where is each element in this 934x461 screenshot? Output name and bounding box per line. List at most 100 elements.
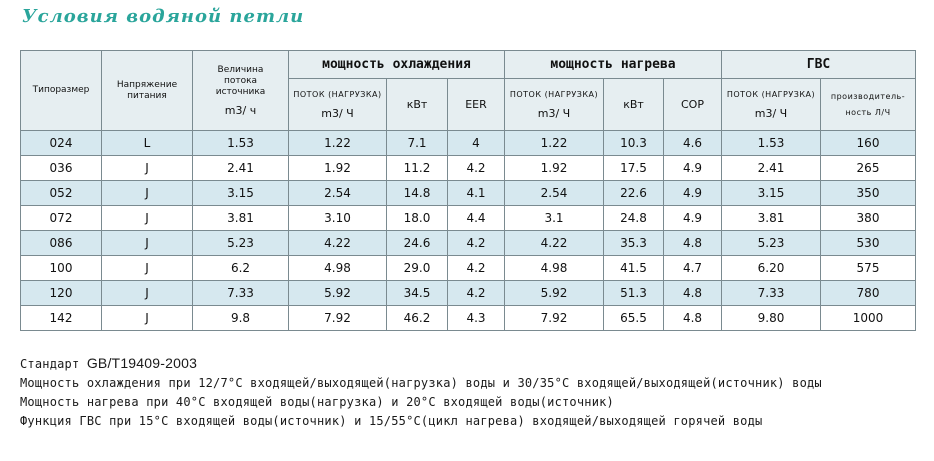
cell-cooling-flow: 5.92 — [288, 280, 387, 306]
cell-cop: 4.8 — [663, 230, 722, 256]
header-dhw-flow-label: ПОТОК (НАГРУЗКА) — [726, 89, 816, 99]
cell-heating-kw: 10.3 — [603, 130, 664, 156]
header-heating-kw: кВт — [603, 78, 664, 131]
cell-heating-kw: 65.5 — [603, 305, 664, 331]
cell-model: 086 — [20, 230, 102, 256]
cell-dhw-flow: 5.23 — [721, 230, 821, 256]
standard-value: GB/T19409-2003 — [86, 355, 198, 371]
cell-cooling-flow: 4.22 — [288, 230, 387, 256]
cell-heating-kw: 51.3 — [603, 280, 664, 306]
header-eer: EER — [447, 78, 505, 131]
cell-cooling-kw: 24.6 — [386, 230, 448, 256]
cell-eer: 4.2 — [447, 155, 505, 181]
cell-heating-flow: 3.1 — [504, 205, 604, 231]
header-cooling-flow: ПОТОК (НАГРУЗКА) m3/ Ч — [288, 78, 387, 131]
header-heating-flow-unit: m3/ Ч — [537, 106, 571, 120]
cell-cop: 4.9 — [663, 155, 722, 181]
cell-productivity: 1000 — [819, 305, 917, 331]
cell-eer: 4.2 — [447, 255, 505, 281]
header-source-flow: Величина потока источника m3/ ч — [192, 50, 289, 131]
cell-heating-kw: 24.8 — [603, 205, 664, 231]
header-heating-flow-label: ПОТОК (НАГРУЗКА) — [509, 89, 599, 99]
cell-model: 036 — [20, 155, 102, 181]
cell-voltage: J — [101, 180, 193, 206]
table-row: 052 J 3.15 2.54 14.8 4.1 2.54 22.6 4.9 3… — [20, 180, 917, 206]
cell-heating-kw: 22.6 — [603, 180, 664, 206]
cell-source-flow: 2.41 — [192, 155, 289, 181]
header-cop: COP — [663, 78, 722, 131]
standard-line: Стандарт GB/T19409-2003 — [20, 354, 822, 374]
cell-eer: 4.2 — [447, 280, 505, 306]
cell-dhw-flow: 6.20 — [721, 255, 821, 281]
cell-source-flow: 3.81 — [192, 205, 289, 231]
header-cooling-kw: кВт — [386, 78, 448, 131]
cell-cooling-kw: 18.0 — [386, 205, 448, 231]
table-row: 072 J 3.81 3.10 18.0 4.4 3.1 24.8 4.9 3.… — [20, 205, 917, 231]
cell-model: 142 — [20, 305, 102, 331]
cell-eer: 4.4 — [447, 205, 505, 231]
cell-source-flow: 7.33 — [192, 280, 289, 306]
cell-source-flow: 5.23 — [192, 230, 289, 256]
table-row: 086 J 5.23 4.22 24.6 4.2 4.22 35.3 4.8 5… — [20, 230, 917, 256]
cell-dhw-flow: 7.33 — [721, 280, 821, 306]
cell-model: 120 — [20, 280, 102, 306]
cell-cop: 4.6 — [663, 130, 722, 156]
cell-heating-flow: 5.92 — [504, 280, 604, 306]
header-cooling-flow-unit: m3/ Ч — [321, 106, 354, 120]
cell-model: 072 — [20, 205, 102, 231]
cell-heating-flow: 4.98 — [504, 255, 604, 281]
cell-model: 024 — [20, 130, 102, 156]
cell-cop: 4.9 — [663, 205, 722, 231]
cell-heating-kw: 41.5 — [603, 255, 664, 281]
cell-model: 100 — [20, 255, 102, 281]
cell-dhw-flow: 3.15 — [721, 180, 821, 206]
cell-cooling-kw: 14.8 — [386, 180, 448, 206]
cell-productivity: 160 — [819, 130, 917, 156]
spec-table: Типоразмер Напряжение питания Величина п… — [20, 50, 917, 331]
cell-productivity: 350 — [819, 180, 917, 206]
cell-cooling-flow: 2.54 — [288, 180, 387, 206]
cell-source-flow: 3.15 — [192, 180, 289, 206]
cell-cop: 4.9 — [663, 180, 722, 206]
cell-eer: 4 — [447, 130, 505, 156]
cell-heating-flow: 7.92 — [504, 305, 604, 331]
table-row: 024 L 1.53 1.22 7.1 4 1.22 10.3 4.6 1.53… — [20, 130, 917, 156]
header-dhw-flow-unit: m3/ Ч — [754, 106, 788, 120]
cell-voltage: J — [101, 305, 193, 331]
cell-voltage: J — [101, 230, 193, 256]
header-dhw-flow: ПОТОК (НАГРУЗКА) m3/ Ч — [721, 78, 821, 131]
table-row: 142 J 9.8 7.92 46.2 4.3 7.92 65.5 4.8 9.… — [20, 305, 917, 331]
cell-productivity: 780 — [819, 280, 917, 306]
header-voltage: Напряжение питания — [101, 50, 193, 131]
cell-eer: 4.3 — [447, 305, 505, 331]
cell-heating-flow: 4.22 — [504, 230, 604, 256]
header-source-flow-unit: m3/ ч — [224, 103, 257, 117]
cell-source-flow: 6.2 — [192, 255, 289, 281]
header-source-flow-label: Величина потока источника — [215, 64, 266, 97]
table-row: 100 J 6.2 4.98 29.0 4.2 4.98 41.5 4.7 6.… — [20, 255, 917, 281]
note-cooling: Мощность охлаждения при 12/7°С входящей/… — [20, 376, 822, 390]
header-productivity: производитель-ность Л/Ч — [819, 78, 917, 131]
header-cooling-flow-label: ПОТОК (НАГРУЗКА) — [293, 89, 382, 99]
cell-eer: 4.1 — [447, 180, 505, 206]
cell-cooling-flow: 1.92 — [288, 155, 387, 181]
cell-cooling-flow: 1.22 — [288, 130, 387, 156]
cell-cop: 4.8 — [663, 305, 722, 331]
cell-source-flow: 9.8 — [192, 305, 289, 331]
cell-heating-kw: 35.3 — [603, 230, 664, 256]
cell-model: 052 — [20, 180, 102, 206]
cell-cooling-flow: 4.98 — [288, 255, 387, 281]
note-heating: Мощность нагрева при 40°С входящей воды(… — [20, 395, 614, 409]
cell-productivity: 530 — [819, 230, 917, 256]
cell-heating-kw: 17.5 — [603, 155, 664, 181]
cell-dhw-flow: 9.80 — [721, 305, 821, 331]
page-title: Условия водяной петли — [22, 6, 305, 27]
cell-heating-flow: 1.22 — [504, 130, 604, 156]
cell-cooling-flow: 3.10 — [288, 205, 387, 231]
cell-dhw-flow: 2.41 — [721, 155, 821, 181]
cell-heating-flow: 2.54 — [504, 180, 604, 206]
cell-voltage: J — [101, 205, 193, 231]
cell-cooling-kw: 46.2 — [386, 305, 448, 331]
notes-block: Стандарт GB/T19409-2003 Мощность охлажде… — [20, 354, 822, 431]
cell-voltage: J — [101, 155, 193, 181]
